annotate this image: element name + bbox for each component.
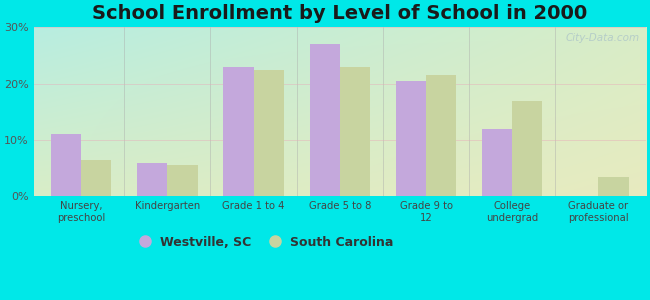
- Bar: [340, 67, 370, 196]
- Text: City-Data.com: City-Data.com: [566, 33, 640, 43]
- Bar: [482, 129, 512, 196]
- Bar: [254, 70, 284, 196]
- Bar: [224, 67, 254, 196]
- Bar: [512, 100, 542, 196]
- Title: School Enrollment by Level of School in 2000: School Enrollment by Level of School in …: [92, 4, 588, 23]
- Bar: [51, 134, 81, 196]
- Bar: [81, 160, 111, 196]
- Bar: [309, 44, 340, 196]
- Bar: [599, 177, 629, 196]
- Legend: Westville, SC, South Carolina: Westville, SC, South Carolina: [135, 231, 398, 254]
- Bar: [396, 81, 426, 196]
- Bar: [137, 163, 168, 196]
- Bar: [426, 75, 456, 196]
- Bar: [168, 165, 198, 196]
